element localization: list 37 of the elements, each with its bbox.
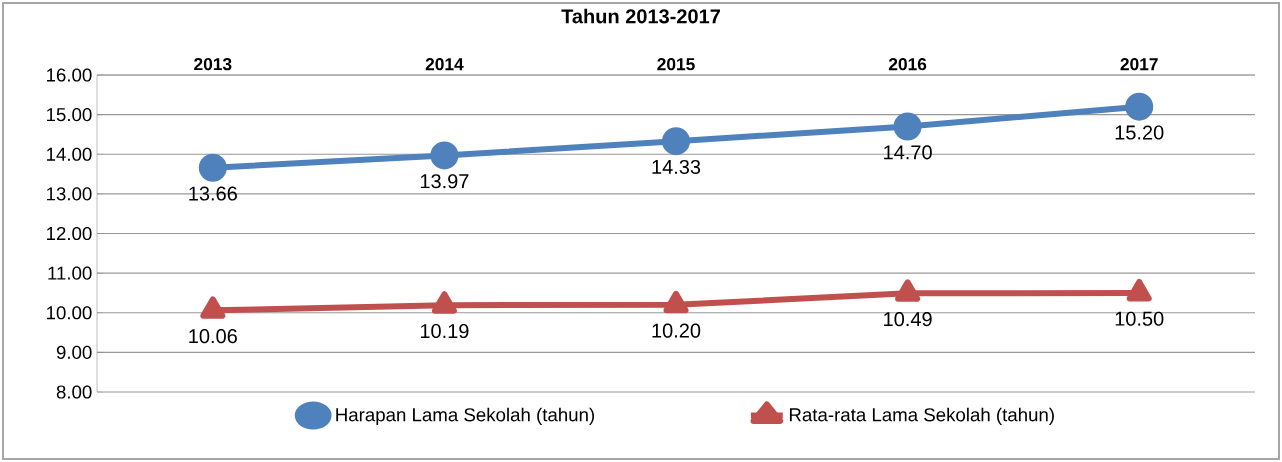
data-label: 10.19 bbox=[420, 323, 469, 339]
data-label: 10.20 bbox=[652, 323, 701, 338]
point bbox=[663, 290, 689, 314]
data-label: 10.49 bbox=[884, 312, 932, 327]
x-tick-label: 2015 bbox=[657, 58, 695, 71]
x-tick-label: 2014 bbox=[425, 58, 464, 71]
data-label: 14.33 bbox=[652, 159, 701, 175]
y-tick-label: 14.00 bbox=[47, 147, 92, 161]
point bbox=[200, 296, 226, 319]
data-label: 14.70 bbox=[884, 145, 932, 160]
point bbox=[893, 112, 922, 141]
data-label: 10.50 bbox=[1115, 311, 1164, 326]
y-tick-label: 16.00 bbox=[47, 68, 92, 82]
data-label: 10.06 bbox=[189, 329, 237, 344]
data-label: 15.20 bbox=[1115, 125, 1164, 140]
y-tick-label: 9.00 bbox=[56, 345, 92, 359]
chart-title: Tahun 2013-2017 bbox=[561, 8, 720, 24]
legend-label: Harapan Lama Sekolah (tahun) bbox=[336, 407, 595, 426]
y-tick-label: 15.00 bbox=[47, 108, 92, 122]
y-tick-label: 12.00 bbox=[47, 226, 92, 241]
legend-label: Rata-rata Lama Sekolah (tahun) bbox=[789, 407, 1054, 426]
point bbox=[895, 279, 921, 302]
point bbox=[1126, 278, 1152, 302]
y-tick-label: 13.00 bbox=[47, 187, 92, 201]
point bbox=[430, 141, 459, 170]
point bbox=[198, 153, 227, 182]
y-tick-label: 10.00 bbox=[47, 306, 92, 320]
data-label: 13.97 bbox=[420, 174, 469, 189]
x-tick-label: 2013 bbox=[194, 58, 232, 71]
y-tick-label: 11.00 bbox=[48, 266, 92, 280]
point bbox=[431, 291, 457, 314]
point bbox=[662, 127, 691, 156]
point bbox=[1125, 92, 1154, 121]
y-tick-label: 8.00 bbox=[56, 385, 92, 399]
x-tick-label: 2017 bbox=[1120, 58, 1158, 71]
x-tick-label: 2016 bbox=[888, 58, 927, 71]
data-label: 13.66 bbox=[189, 186, 237, 201]
